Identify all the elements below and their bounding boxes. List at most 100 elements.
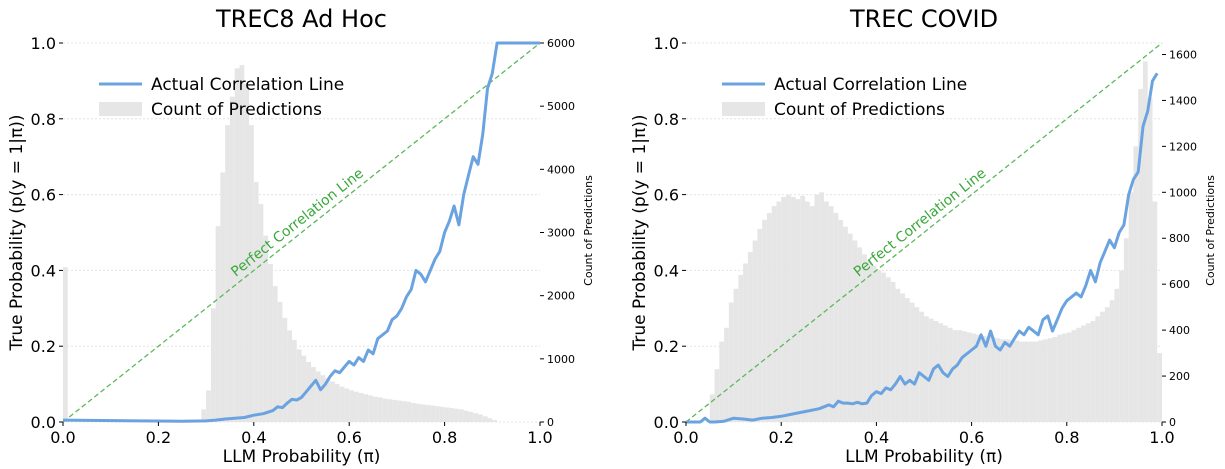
histogram-bar: [268, 264, 273, 422]
y-tick-label: 0.6: [654, 186, 679, 205]
histogram-bar: [468, 411, 474, 422]
actual-correlation-line: [62, 41, 540, 423]
histogram-bar: [377, 397, 383, 422]
histogram-bar: [981, 335, 986, 422]
y-tick-label: 1.0: [654, 34, 679, 53]
x-tick-label: 0.4: [241, 428, 266, 447]
legend-swatch-count: [722, 102, 765, 116]
y-right-tick-label: 5000: [547, 100, 575, 113]
histogram-bar: [320, 375, 326, 422]
histogram-bar: [800, 195, 805, 422]
histogram-bar: [477, 414, 483, 422]
histogram-bar: [1066, 332, 1072, 422]
legend-label-count: Count of Predictions: [774, 100, 945, 120]
histogram-bar: [420, 404, 426, 422]
histogram-bar: [904, 297, 910, 422]
histogram-bar: [454, 408, 459, 422]
y-tick-label: 0.2: [654, 337, 679, 356]
histogram-bar: [724, 327, 729, 422]
histogram-bar: [747, 252, 753, 422]
x-tick-label: 0.8: [432, 428, 457, 447]
y-right-tick-label: 2000: [547, 290, 575, 303]
histogram-bar: [449, 408, 455, 422]
histogram-bar: [1081, 325, 1086, 422]
histogram-bar: [1133, 146, 1139, 422]
histogram-bar: [1152, 201, 1158, 422]
y-right-tick-label: 0: [547, 416, 554, 429]
x-tick-label: 0.4: [864, 428, 889, 447]
x-tick-label: 0.6: [336, 428, 361, 447]
histogram-bar: [790, 196, 796, 422]
histogram-bar: [914, 307, 920, 422]
histogram-bar: [415, 403, 421, 422]
histogram-bar: [311, 367, 316, 422]
histogram-bar: [306, 361, 312, 422]
y-tick-label: 0.4: [31, 261, 56, 280]
histogram-bar: [258, 204, 264, 422]
y-tick-label: 0.8: [654, 110, 679, 129]
histogram-bar: [406, 401, 412, 422]
histogram-bar: [210, 308, 216, 422]
y-right-tick-label: 1000: [1169, 186, 1197, 199]
x-tick-label: 0.8: [1054, 428, 1079, 447]
histogram-bar: [824, 201, 829, 422]
histogram-bar: [287, 330, 292, 422]
histogram-bar: [215, 226, 221, 422]
x-axis-label: LLM Probability (π): [223, 447, 381, 467]
histogram-bar: [435, 406, 440, 422]
histogram-bar: [985, 337, 991, 422]
histogram-bar: [966, 332, 972, 422]
histogram-bar: [325, 378, 331, 422]
histogram-bar: [1085, 323, 1091, 422]
histogram-bar: [1119, 270, 1124, 422]
histogram-bar: [334, 384, 340, 422]
histogram-bar: [1109, 300, 1115, 422]
histogram-bar: [990, 337, 996, 422]
histogram-bar: [1142, 61, 1148, 422]
histogram-bar: [938, 323, 944, 422]
histogram-bar: [277, 301, 283, 422]
chart-panel-trec-covid: Perfect Correlation Line 0.0 0.2 0.4 0.6 0.8 1…: [630, 5, 1217, 467]
histogram-bar: [1019, 341, 1024, 422]
y-right-tick-label: 800: [1169, 232, 1190, 245]
histogram-bar: [919, 311, 924, 422]
annotation-perfect-correlation: Perfect Correlation Line: [851, 165, 990, 280]
histogram-bar: [1047, 338, 1053, 422]
histogram-bar: [349, 390, 354, 422]
histogram-bar: [733, 288, 739, 422]
y-tick-label: 0.0: [31, 413, 56, 432]
x-tick-label: 0.0: [50, 428, 75, 447]
histogram-bar: [728, 302, 734, 422]
histogram-bar: [909, 302, 915, 422]
histogram-bar: [234, 68, 240, 423]
histogram-bar: [330, 381, 335, 422]
histogram-bar: [928, 318, 934, 422]
histogram-bar: [487, 418, 493, 422]
x-tick-label: 0.2: [146, 428, 171, 447]
histogram-bar: [862, 254, 867, 422]
perfect-correlation-line: [685, 42, 1163, 423]
histogram-bar: [344, 388, 350, 422]
histogram-bar: [368, 395, 374, 422]
legend-label-count: Count of Predictions: [151, 100, 322, 120]
histogram-bar: [444, 407, 450, 422]
chart-title: TREC8 Ad Hoc: [215, 5, 387, 33]
histogram-bar: [871, 265, 877, 422]
histogram-bar: [239, 65, 245, 422]
histogram-bar: [1000, 339, 1005, 422]
histogram-bar: [315, 371, 321, 422]
histogram-bar: [1104, 307, 1110, 422]
histogram-bar: [430, 405, 436, 422]
histogram-bar: [1071, 330, 1077, 422]
y-right-tick-label: 4000: [547, 163, 575, 176]
histogram-bar: [1128, 192, 1134, 422]
histogram-bar: [866, 261, 872, 422]
y-axis-label: True Probability (p(y = 1|π)): [7, 115, 27, 352]
histogram-bar: [363, 394, 369, 422]
legend-label-actual: Actual Correlation Line: [774, 75, 967, 95]
x-tick-label: 1.0: [527, 428, 552, 447]
histogram-bar: [805, 201, 810, 422]
histogram-bar: [401, 401, 407, 422]
y-right-axis-label: Count of Predictions: [1204, 175, 1217, 286]
histogram-bar: [1076, 327, 1082, 422]
